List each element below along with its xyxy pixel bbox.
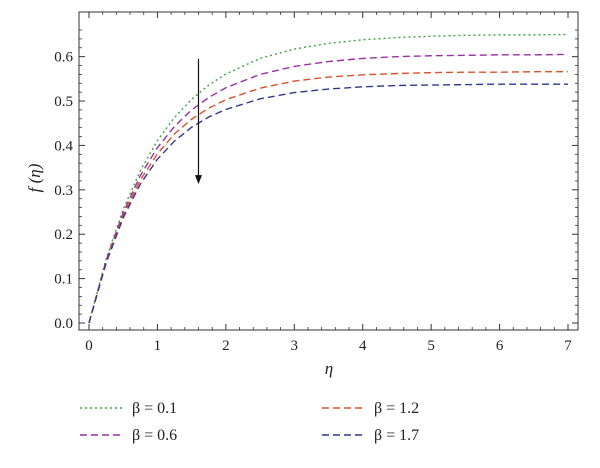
- x-tick-label: 0: [85, 338, 93, 354]
- legend-label-2: β = 0.6: [132, 427, 177, 444]
- x-tick-label: 5: [427, 338, 435, 354]
- y-axis-label: f (η): [25, 163, 44, 192]
- legend-label-3: β = 1.2: [374, 400, 419, 417]
- x-tick-label: 7: [564, 338, 572, 354]
- y-tick-label: 0.5: [54, 94, 73, 110]
- x-axis-label: η: [325, 359, 333, 378]
- plot-frame: [78, 11, 579, 331]
- series-line-4: [88, 83, 568, 324]
- x-tick-label: 3: [291, 338, 299, 354]
- series-line-1: [88, 33, 569, 324]
- legend-label-4: β = 1.7: [374, 427, 419, 444]
- x-tick-label: 6: [496, 338, 504, 354]
- x-tick-label: 1: [154, 338, 162, 354]
- y-tick-label: 0.4: [54, 138, 73, 154]
- y-tick-label: 0.2: [54, 227, 73, 243]
- x-tick-label: 4: [359, 338, 367, 354]
- y-tick-label: 0.1: [54, 272, 73, 288]
- legend-label-1: β = 0.1: [132, 400, 177, 417]
- y-tick-label: 0.0: [54, 316, 73, 332]
- x-tick-label: 2: [222, 338, 230, 354]
- y-tick-label: 0.6: [54, 50, 73, 66]
- series-line-3: [88, 71, 568, 324]
- y-tick-label: 0.3: [54, 183, 73, 199]
- series-line-2: [88, 53, 569, 324]
- annotation-arrow-head: [194, 175, 202, 185]
